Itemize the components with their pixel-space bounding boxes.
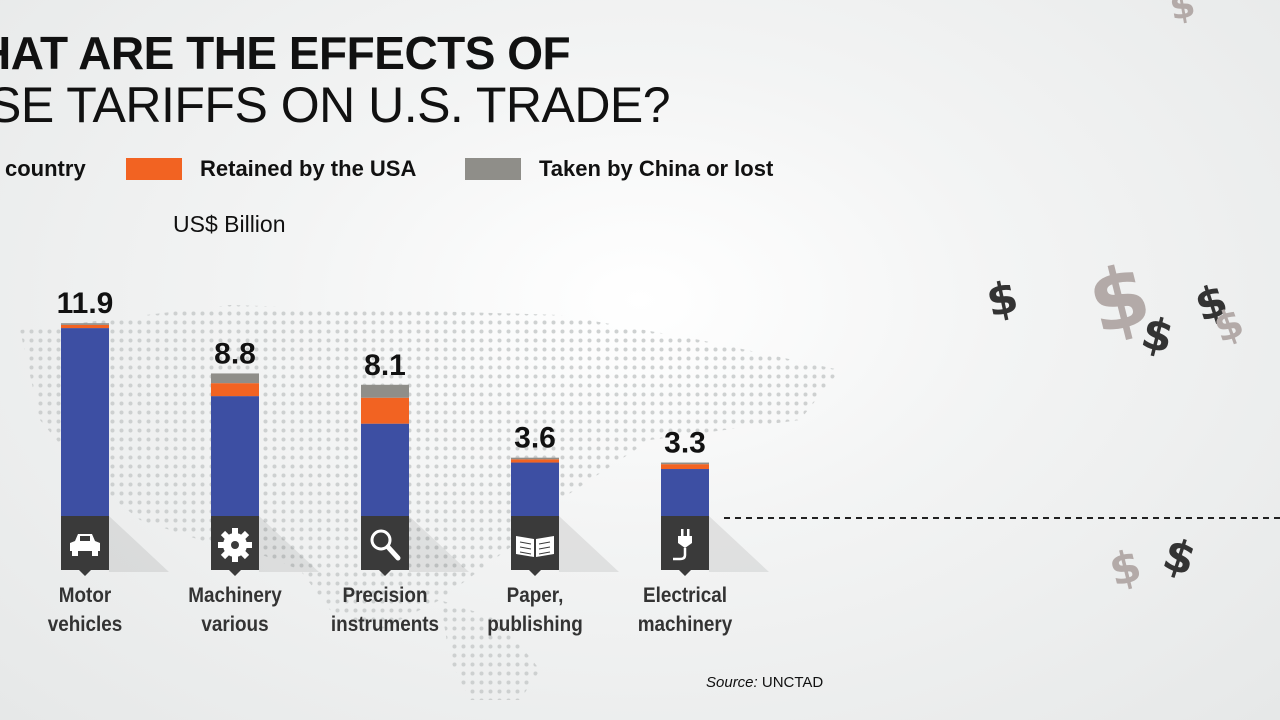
car-window [80, 536, 90, 541]
bar-value-label: 3.3 [664, 427, 706, 460]
bar-segment [661, 464, 709, 470]
book-page-left [516, 536, 534, 557]
magnifier-handle [385, 544, 401, 561]
bar-segment [61, 323, 109, 325]
bar-segment [361, 397, 409, 424]
bar-value-label: 3.6 [514, 422, 556, 455]
book-text-line [538, 551, 551, 555]
bar-segment [361, 423, 409, 516]
gear-hole [231, 541, 239, 549]
bar-shadow [109, 516, 169, 572]
category-tick-label: instruments [331, 613, 439, 636]
legend-label: Retained by the USA [200, 156, 417, 181]
bar-segment [511, 462, 559, 516]
gear-icon [218, 528, 252, 562]
book-page-right [536, 536, 554, 557]
chart-title-line-2: SE TARIFFS ON U.S. TRADE? [0, 77, 671, 133]
bar-shadow [709, 516, 769, 572]
category-tick-label: Paper, [507, 584, 564, 607]
car-body [70, 534, 100, 551]
plug-prong [687, 529, 690, 536]
magnifier-icon [370, 529, 401, 561]
bar-value-label: 8.1 [364, 349, 406, 382]
book-icon [516, 536, 554, 557]
book-text-line [538, 541, 551, 545]
unit-label: US$ Billion [173, 211, 286, 237]
plug-icon [673, 529, 692, 561]
legend-swatch-retained [126, 158, 182, 180]
bar-segment [61, 328, 109, 516]
book-text-line [519, 541, 532, 545]
legend-item-country: country [5, 154, 86, 184]
category-tick-label: various [201, 613, 268, 636]
bar-segment [511, 457, 559, 460]
car-wheel [92, 550, 98, 556]
icon-base [361, 516, 409, 576]
category-tick-label: Machinery [188, 584, 281, 607]
source-note: Source: UNCTAD [706, 674, 823, 691]
book-text-line [538, 546, 551, 550]
bar-shadow [259, 516, 319, 572]
car-wheel [72, 550, 78, 556]
bar-segment [61, 324, 109, 329]
legend-item-taken: Taken by China or lost [465, 154, 773, 184]
chart-title-line-1: HAT ARE THE EFFECTS OF [0, 27, 571, 79]
category-tick-label: Electrical [643, 584, 727, 607]
bar-segment [211, 383, 259, 397]
bar-segment [661, 469, 709, 516]
plug-head [678, 536, 692, 548]
bar-value-label: 8.8 [214, 337, 256, 370]
plug-prong [681, 529, 684, 536]
bar-segment [361, 384, 409, 398]
bar-segment [211, 373, 259, 384]
category-tick-label: Precision [342, 584, 427, 607]
legend-label: Taken by China or lost [539, 156, 774, 181]
bar-segment [211, 396, 259, 516]
source-label: Source: [706, 674, 758, 691]
bar-value-label: 11.9 [57, 287, 114, 320]
gear-tooth [232, 553, 238, 562]
icon-base [511, 516, 559, 576]
book-text-line [519, 551, 532, 555]
magnifier-lens [370, 529, 392, 551]
bar-segment [661, 462, 709, 465]
category-tick-label: publishing [487, 613, 582, 636]
legend-item-retained: Retained by the USA [126, 154, 416, 184]
category-tick-label: Motor [59, 584, 112, 607]
bar-shadow [559, 516, 619, 572]
legend-label: country [5, 156, 86, 181]
car-icon [70, 534, 100, 556]
book-text-line [519, 546, 532, 550]
bar-shadow [409, 516, 469, 572]
gear-tooth [232, 528, 238, 537]
category-tick-label: machinery [638, 613, 733, 636]
source-value: UNCTAD [761, 674, 824, 691]
legend-swatch-taken [465, 158, 521, 180]
category-tick-label: vehicles [48, 613, 123, 636]
bar-segment [511, 459, 559, 463]
plug-cord [673, 548, 687, 561]
